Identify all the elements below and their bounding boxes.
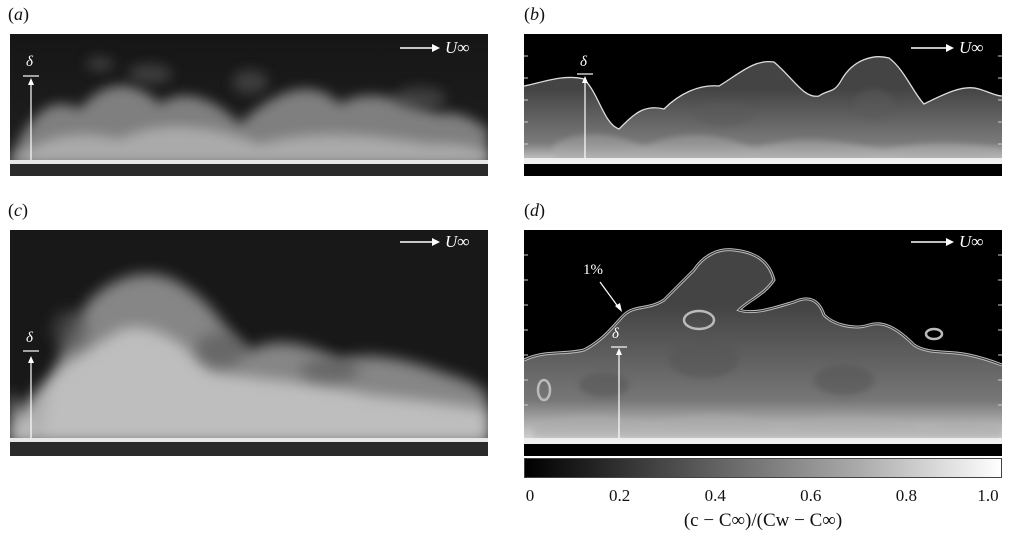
panel-b-flow-label: U∞ [959, 38, 984, 57]
panel-a-delta-label: δ [26, 54, 33, 70]
panel-label-c: (c) [8, 200, 28, 220]
colorbar-tick: 0.8 [895, 486, 918, 505]
colorbar-tick: 0.2 [608, 486, 631, 505]
colorbar-title: (c − C∞)/(Cw − C∞) [683, 510, 843, 531]
panel-a-flow-label: U∞ [445, 38, 470, 57]
panel-c-delta-label: δ [26, 330, 33, 346]
panel-c-image [10, 230, 488, 456]
panel-d-flow-label: U∞ [959, 232, 984, 251]
colorbar-tick: 1.0 [977, 486, 999, 505]
panel-d-contour-label: 1% [583, 262, 603, 278]
panel-label-a: (a) [8, 4, 29, 24]
panel-d-image [524, 230, 1002, 456]
panel-c-flow-label: U∞ [445, 232, 470, 251]
colorbar-tick: 0.4 [704, 486, 726, 505]
colorbar-tick: 0 [525, 486, 535, 505]
colorbar [524, 458, 1002, 478]
panel-label-d: (d) [524, 200, 545, 220]
panel-b-delta-label: δ [580, 54, 587, 70]
panel-a-image [10, 34, 488, 176]
panel-d-delta-label: δ [612, 326, 619, 342]
panel-label-b: (b) [524, 4, 545, 24]
colorbar-tick: 0.6 [800, 486, 822, 505]
panel-b-image [524, 34, 1002, 176]
